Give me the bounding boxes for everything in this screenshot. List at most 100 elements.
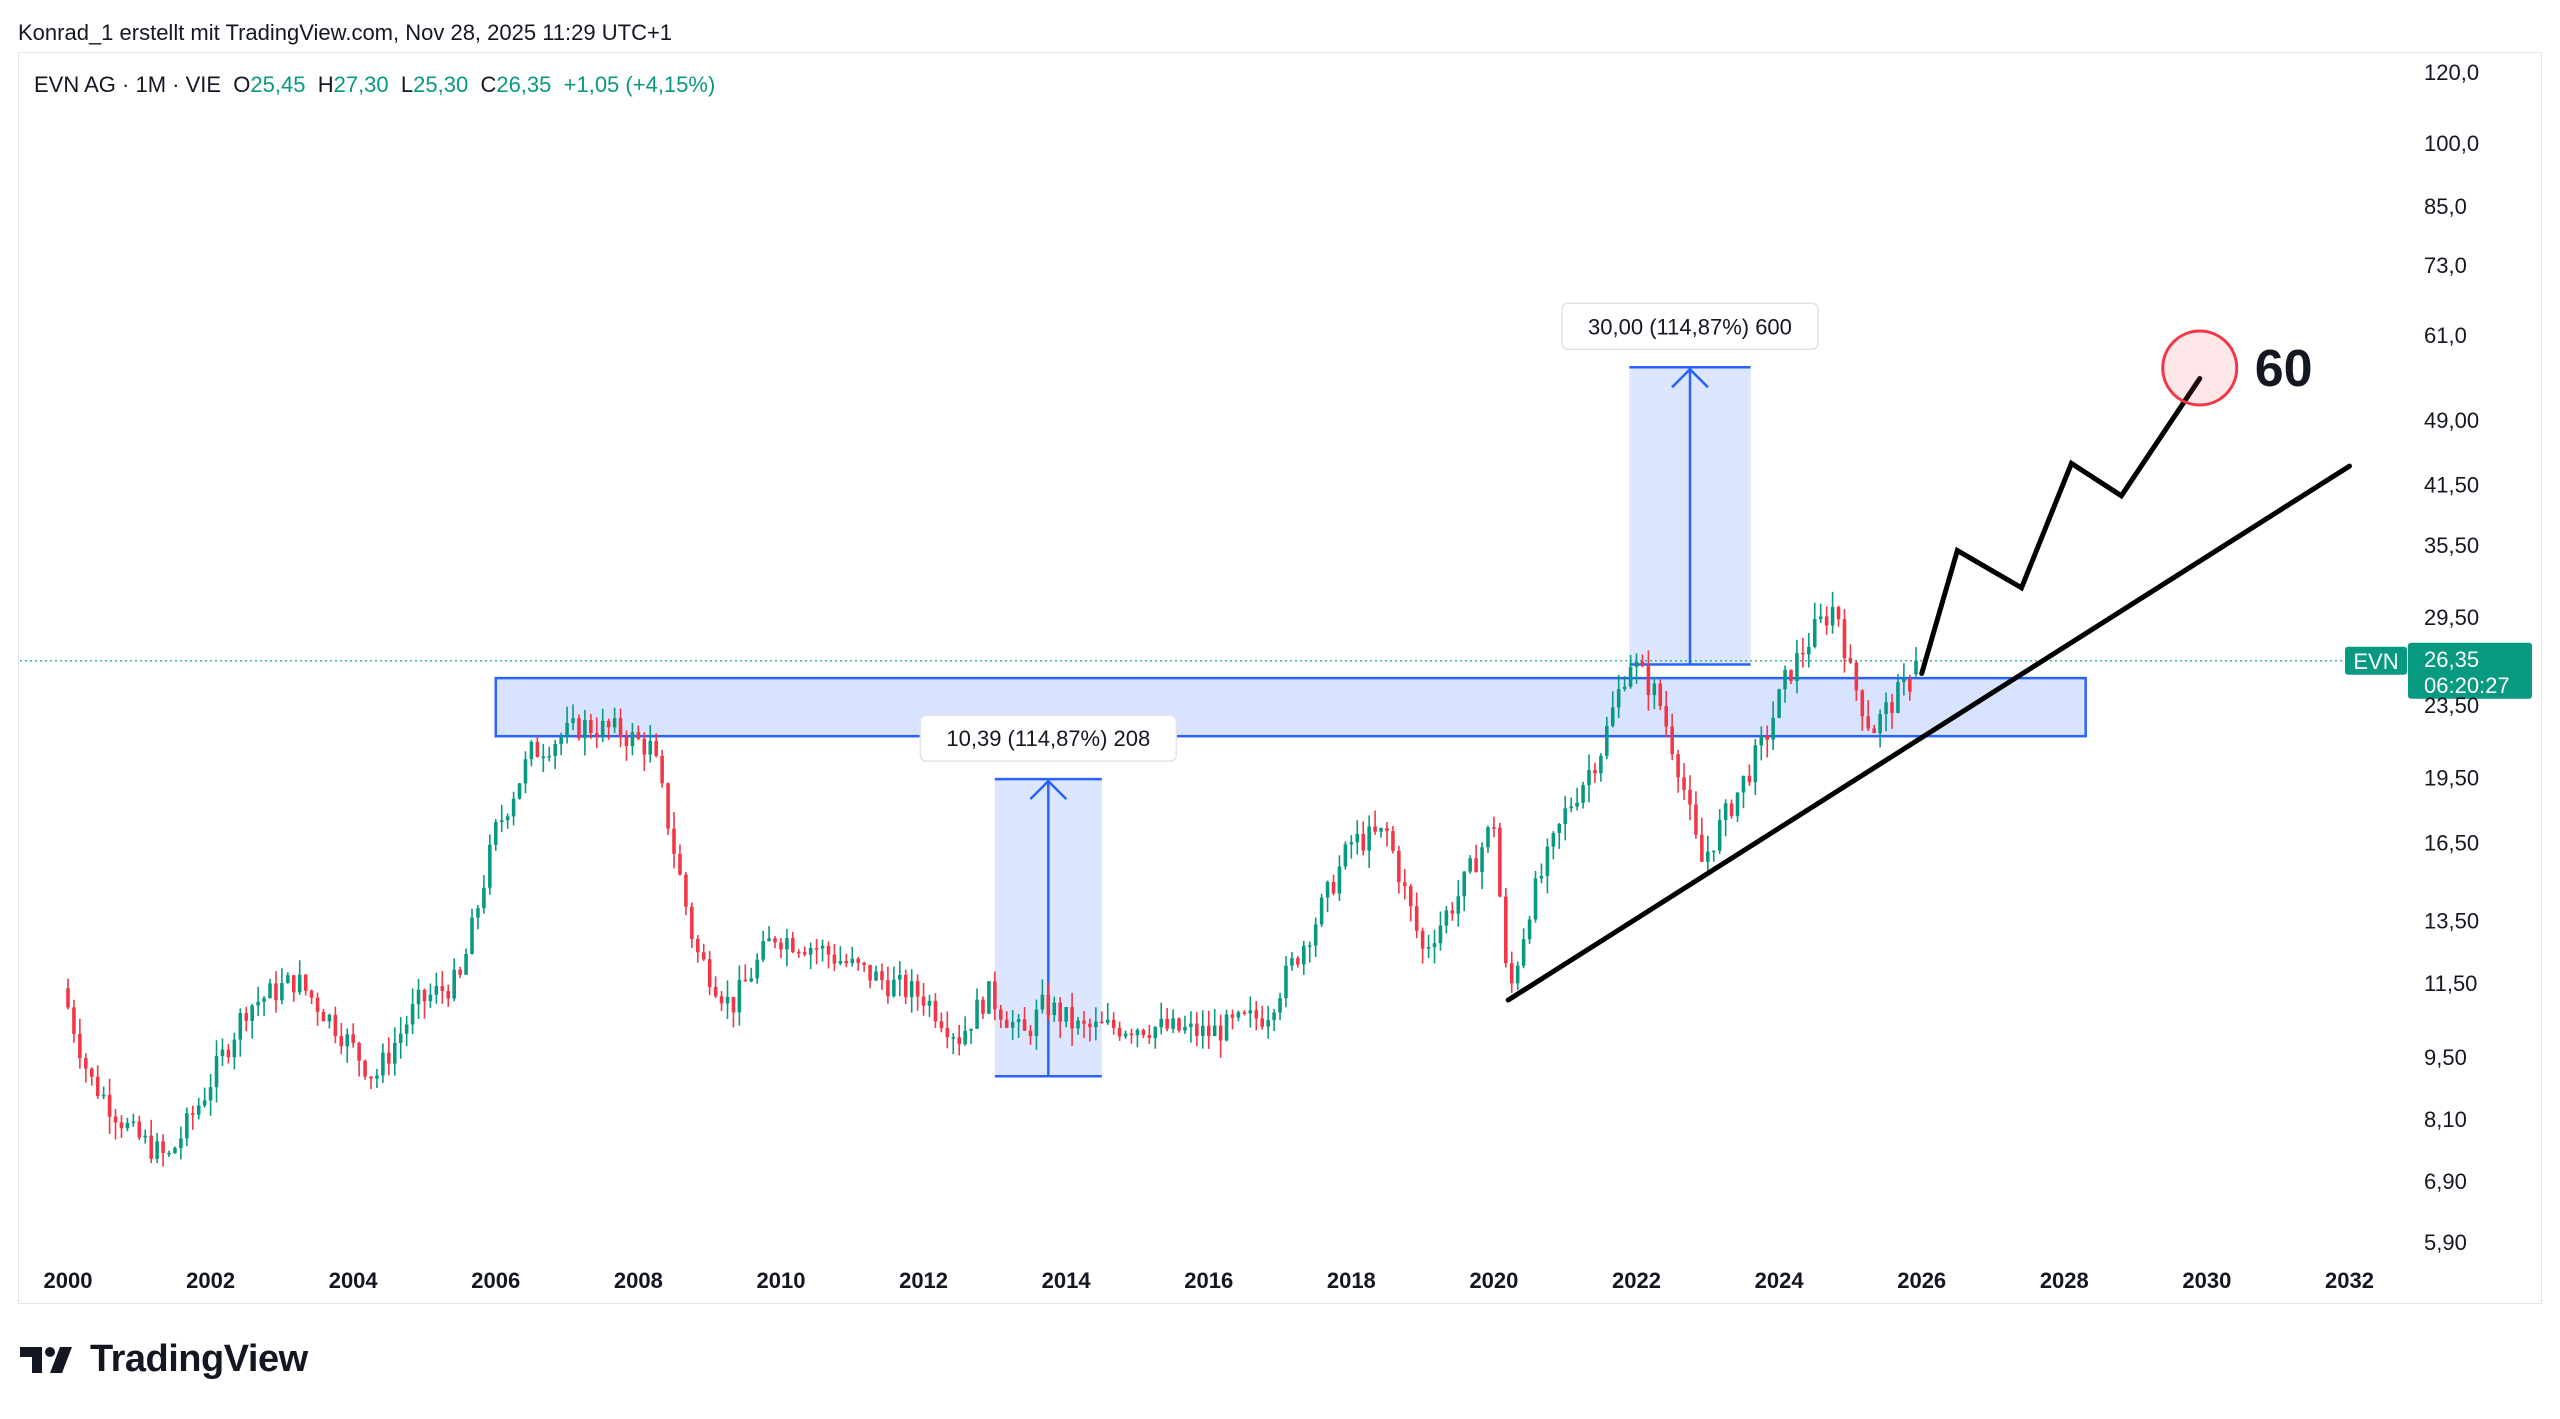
candle (1290, 952, 1294, 971)
candle (464, 948, 468, 976)
candle-body (1735, 792, 1740, 817)
candle-body (1373, 826, 1377, 832)
ticker-tag: EVN (2353, 649, 2398, 674)
candle-body (600, 720, 605, 738)
candle (1521, 928, 1526, 969)
candle-body (921, 996, 926, 1006)
candle-body (648, 740, 653, 755)
candle (315, 992, 320, 1026)
candle (1474, 844, 1478, 873)
candle-body (511, 798, 516, 817)
candle-body (624, 737, 629, 747)
candle (606, 718, 611, 740)
candle-body (416, 989, 421, 1005)
candle-body (1706, 851, 1710, 862)
candle-body (149, 1135, 153, 1159)
candle-body (565, 722, 569, 737)
candle (1634, 653, 1639, 684)
candle-body (1854, 662, 1859, 691)
candle-body (387, 1052, 391, 1064)
candle-body (684, 874, 688, 907)
candle (1498, 822, 1502, 898)
candle-body (880, 971, 884, 981)
chart-frame (18, 52, 2542, 1304)
candle-body (1064, 1007, 1068, 1022)
candle-body (185, 1113, 189, 1139)
candle-body (1058, 1002, 1062, 1022)
candle-body (499, 820, 504, 823)
candle (1325, 880, 1330, 913)
candle-body (458, 969, 462, 975)
candle (95, 1065, 100, 1099)
candle (161, 1134, 165, 1167)
candle-body (1462, 871, 1467, 897)
candle (1088, 1018, 1092, 1042)
candle (190, 1105, 195, 1130)
candle (1914, 647, 1918, 677)
candle (969, 1028, 973, 1045)
candle (939, 1012, 944, 1033)
candle (701, 943, 706, 961)
candle (1533, 870, 1538, 923)
candle-body (286, 975, 290, 984)
candle (452, 958, 456, 1002)
candle (280, 968, 284, 1005)
candle (957, 1024, 961, 1056)
candle-body (1599, 755, 1603, 774)
candle (202, 1087, 207, 1108)
candle-body (1278, 998, 1282, 1013)
x-tick-label: 2030 (2182, 1268, 2231, 1293)
tradingview-logo[interactable]: TradingView (20, 1338, 308, 1381)
candle (547, 746, 552, 762)
candle-body (1545, 846, 1550, 876)
candle (814, 939, 819, 965)
candle (398, 1017, 403, 1059)
candle (553, 739, 557, 770)
candle-body (66, 988, 70, 1008)
axis-layer: 120,0 100,0 85,0 73,0 61,0 49,00 41,50 35,50 29,… (44, 60, 2480, 1293)
candle (131, 1113, 136, 1127)
candle (1818, 603, 1823, 623)
candle (1272, 1009, 1276, 1032)
candle (1266, 1006, 1270, 1039)
candle-body (125, 1122, 130, 1129)
candle-body (1414, 906, 1419, 931)
candle (1100, 1011, 1104, 1024)
candle (1391, 826, 1395, 854)
candle (101, 1086, 106, 1100)
candle (1515, 961, 1520, 990)
y-tick-label: 23,50 (2424, 693, 2479, 718)
candle-body (143, 1135, 148, 1138)
candle-body (190, 1113, 195, 1115)
candle (1783, 665, 1787, 703)
candle-body (1088, 1023, 1092, 1028)
candle-body (428, 994, 433, 1002)
candle (113, 1108, 118, 1140)
candle-body (1171, 1018, 1175, 1029)
y-tick-label: 35,50 (2424, 533, 2479, 558)
candle-body (957, 1037, 961, 1045)
candle (72, 999, 76, 1043)
resistance-zone (494, 676, 2087, 738)
y-tick-label: 100,0 (2424, 131, 2479, 156)
candle-body (969, 1028, 973, 1031)
candle (1504, 887, 1508, 968)
candle-body (280, 983, 284, 1001)
candle (1812, 602, 1817, 649)
x-tick-label: 2006 (471, 1268, 520, 1293)
candle (1462, 871, 1467, 912)
candle-body (1248, 1010, 1253, 1014)
candle-body (113, 1116, 118, 1123)
candle-body (1860, 690, 1865, 717)
candle-body (220, 1049, 225, 1057)
candle (1284, 956, 1288, 1008)
candle (1319, 893, 1324, 927)
candle-body (1105, 1019, 1110, 1023)
candle-body (72, 1007, 76, 1034)
candle-body (1593, 769, 1597, 774)
candle-body (654, 740, 658, 756)
candle-body (137, 1121, 142, 1138)
candle-body (321, 1011, 326, 1022)
candle-body (208, 1087, 213, 1101)
